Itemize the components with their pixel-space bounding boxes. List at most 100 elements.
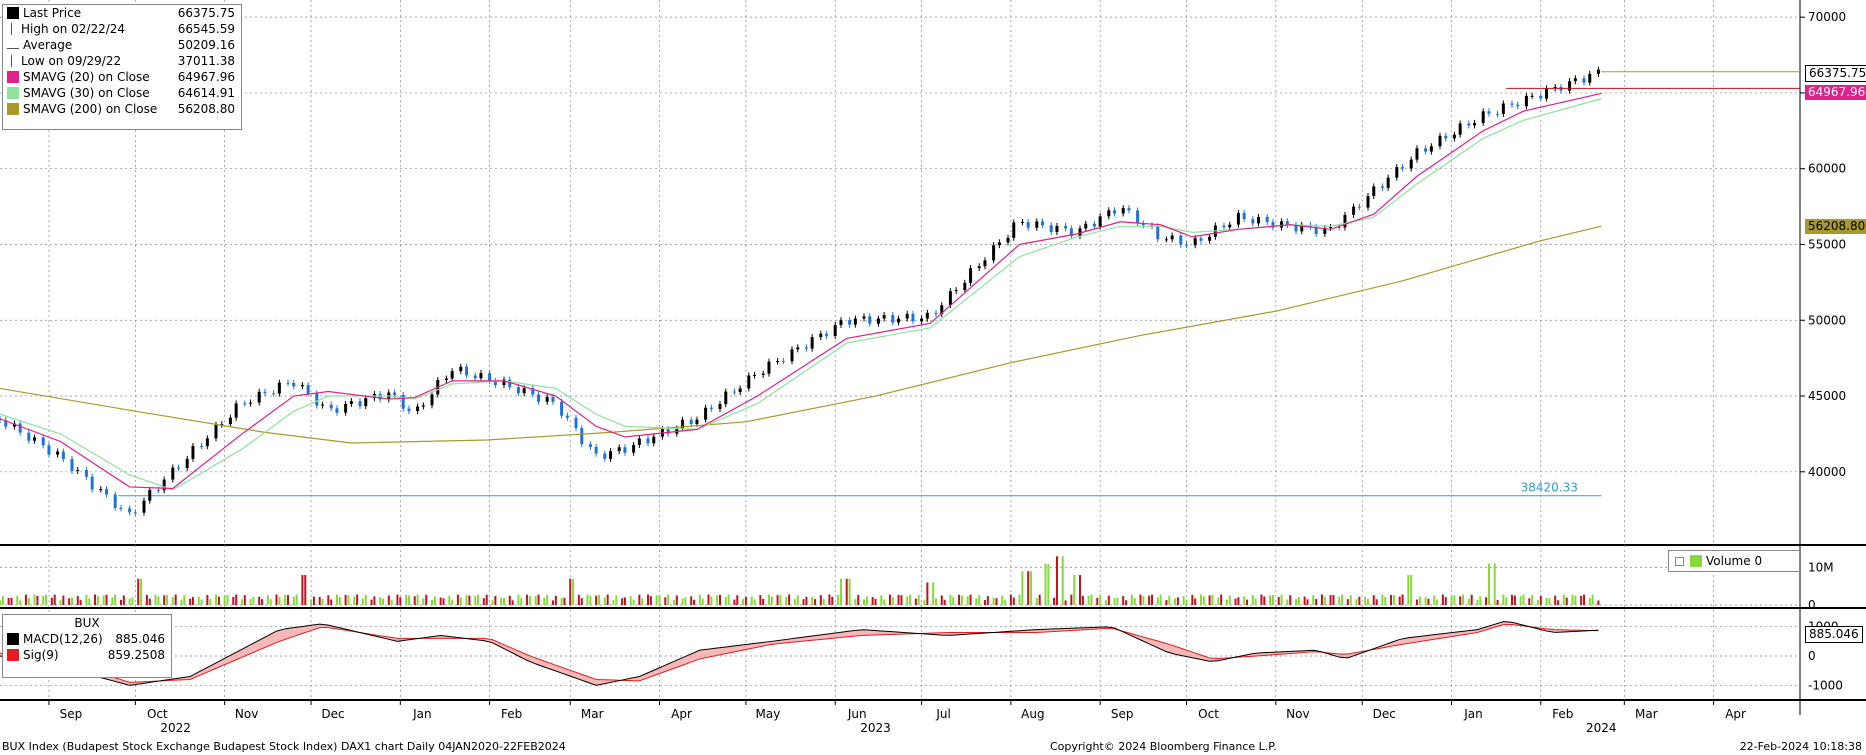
volume-bar — [338, 597, 341, 605]
volume-bar — [1407, 575, 1410, 605]
volume-bar — [897, 594, 900, 605]
volume-bar — [710, 596, 713, 605]
legend-item-name: Last Price — [23, 6, 82, 20]
volume-bar — [693, 599, 696, 605]
volume-bar — [94, 594, 97, 605]
candle-body — [76, 469, 80, 471]
volume-bar — [503, 598, 505, 605]
volume-bar — [1562, 594, 1565, 605]
candle-body — [1280, 221, 1284, 228]
candle-body — [1568, 81, 1572, 91]
volume-bar — [779, 595, 782, 605]
candle-body — [531, 388, 535, 395]
legend-item: SMAVG (30) on Close 64614.91 — [3, 85, 241, 101]
candle-body — [537, 394, 541, 402]
x-tick-label: Dec — [321, 707, 344, 721]
candle-body — [171, 467, 175, 480]
volume-bar — [857, 594, 860, 605]
volume-bar — [560, 598, 563, 605]
volume-bar — [785, 596, 788, 605]
candle-body — [1265, 216, 1269, 223]
candle-body — [84, 469, 88, 477]
candle-body — [1179, 235, 1183, 245]
candle-body — [1496, 113, 1500, 115]
volume-bar — [926, 582, 929, 605]
low-marker-icon — [11, 55, 17, 67]
volume-bar — [405, 594, 408, 605]
volume-bar — [667, 594, 670, 605]
volume-bar — [701, 598, 704, 605]
volume-legend: Volume 0 — [1668, 550, 1800, 572]
volume-bar — [171, 597, 174, 605]
candle-body — [33, 437, 37, 441]
x-tick-label: Nov — [1286, 707, 1309, 721]
x-tick-label: Mar — [581, 707, 604, 721]
volume-bar — [508, 595, 511, 605]
candle-body — [27, 432, 31, 441]
candle-body — [1049, 225, 1053, 233]
candle-body — [1055, 226, 1059, 233]
volume-bar — [189, 598, 192, 605]
volume-bar — [50, 597, 53, 605]
candle-body — [156, 489, 160, 491]
volume-bar — [347, 595, 350, 605]
volume-bar — [183, 595, 186, 605]
volume-bar — [114, 594, 117, 605]
volume-bar — [200, 599, 203, 605]
x-tick-label: Feb — [501, 707, 522, 721]
volume-bar — [1519, 596, 1522, 605]
volume-bar — [399, 597, 402, 605]
volume-bar — [569, 578, 572, 605]
volume-bar — [1156, 597, 1159, 605]
volume-bar — [906, 596, 909, 605]
candle-body — [905, 313, 909, 319]
volume-bar — [16, 595, 19, 605]
volume-bar — [465, 594, 468, 605]
candle-body — [1006, 237, 1010, 243]
volume-bar — [649, 596, 652, 605]
candle-body — [493, 380, 497, 386]
volume-bar — [485, 594, 488, 605]
volume-bar — [494, 595, 497, 605]
volume-bar — [909, 594, 912, 605]
candle-body — [1228, 224, 1232, 228]
volume-bar — [1372, 595, 1375, 605]
volume-bar — [191, 597, 194, 605]
candle-body — [1473, 122, 1477, 126]
volume-bar — [1243, 596, 1246, 605]
volume-bar — [1591, 594, 1594, 605]
volume-bar — [1142, 596, 1145, 605]
volume-bar — [831, 596, 834, 605]
volume-bar — [0, 600, 1, 605]
pink-square-icon — [7, 71, 19, 83]
volume-bar — [1220, 594, 1223, 605]
volume-bar — [1531, 594, 1534, 605]
candle-body — [401, 395, 405, 409]
volume-bar — [1539, 596, 1542, 605]
volume-bar — [814, 599, 817, 605]
volume-bar — [1087, 595, 1090, 605]
volume-bar — [1174, 598, 1177, 605]
volume-bar — [131, 597, 134, 605]
volume-bar — [425, 594, 428, 605]
candle-body — [891, 315, 895, 323]
volume-bar — [1392, 595, 1395, 605]
candle-body — [516, 387, 520, 394]
volume-bar — [1027, 571, 1030, 605]
volume-bar — [880, 595, 883, 605]
volume-bar — [1185, 599, 1188, 605]
candle-body — [421, 405, 425, 407]
volume-bar — [744, 597, 747, 605]
candle-body — [1035, 221, 1039, 228]
expand-icon[interactable] — [1675, 556, 1684, 566]
candle-body — [1136, 210, 1140, 224]
candle-body — [977, 266, 981, 269]
volume-bar — [356, 594, 359, 605]
x-tick-label: Jun — [847, 707, 867, 721]
candle-body — [407, 408, 411, 412]
volume-bar — [1485, 597, 1488, 605]
volume-bar — [1479, 596, 1482, 605]
volume-bar — [952, 597, 955, 605]
volume-bar — [672, 599, 675, 605]
volume-bar — [837, 595, 840, 605]
